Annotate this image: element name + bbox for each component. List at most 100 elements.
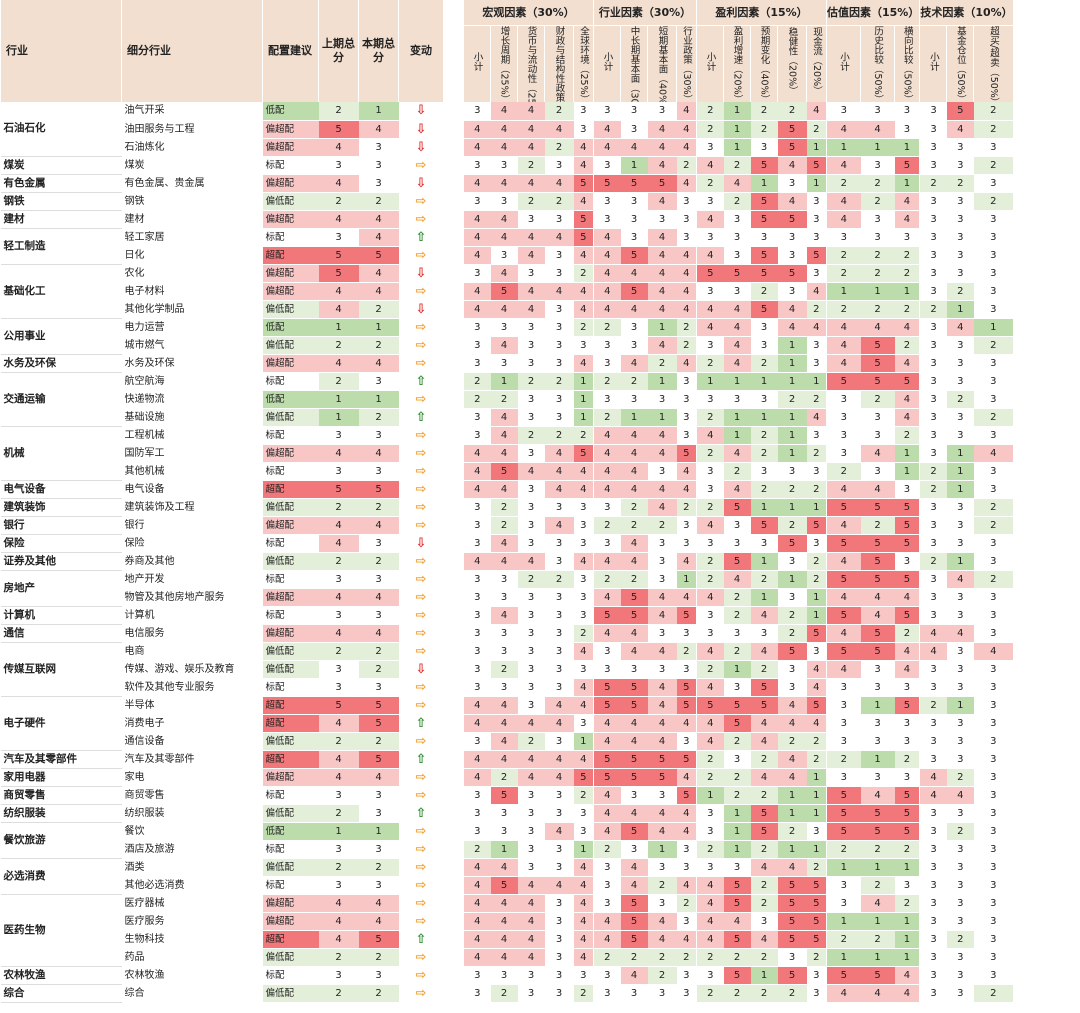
header-recommendation: 配置建议 xyxy=(262,0,319,102)
factor-score-cell: 2 xyxy=(544,138,574,157)
table-row: 银行 银行 偏超配 4 4 ⇨ 3 2 3 4 3 2 2 2 3 4 3 5 2 5 4 2 5 3 3 2 xyxy=(0,516,1013,535)
factor-score-cell: 3 xyxy=(593,390,621,409)
factor-score-cell: 2 xyxy=(696,174,724,193)
table-row: 煤炭 煤炭 标配 3 3 ⇨ 3 3 2 3 4 3 1 4 2 4 2 5 4 5 4 3 5 3 3 2 xyxy=(0,156,1013,175)
factor-score-cell: 2 xyxy=(825,264,861,283)
factor-score-cell: 4 xyxy=(860,984,895,1003)
factor-score-cell: 4 xyxy=(620,858,648,877)
factor-score-cell: 3 xyxy=(573,336,594,355)
factor-score-cell: 4 xyxy=(544,696,574,715)
factor-score-cell: 3 xyxy=(593,210,621,229)
factor-score-cell: 5 xyxy=(750,156,778,175)
factor-header: 预期变化（40%） xyxy=(750,25,778,102)
factor-score-cell: 5 xyxy=(647,174,677,193)
header-factor-row: 小计 增长周期（25%） 货币与流动性（25%） 财政与结构性政策（25%） 全球环境（… xyxy=(1,25,1013,102)
change-flat-arrow-icon: ⇨ xyxy=(398,966,444,985)
factor-score-cell: 5 xyxy=(750,300,778,319)
factor-score-cell: 3 xyxy=(919,678,947,697)
factor-score-cell: 1 xyxy=(946,444,974,463)
factor-score-cell: 5 xyxy=(750,678,778,697)
factor-score-cell: 1 xyxy=(647,372,677,391)
factor-header-label: 中长期基本面（30%） xyxy=(628,26,640,102)
factor-score-cell: 2 xyxy=(919,696,947,715)
factor-score-cell: 2 xyxy=(750,570,778,589)
factor-score-cell: 4 xyxy=(517,714,545,733)
factor-score-cell: 5 xyxy=(860,966,895,985)
prev-score-cell: 1 xyxy=(318,822,359,841)
factor-score-cell: 2 xyxy=(894,300,920,319)
factor-score-cell: 3 xyxy=(777,462,807,481)
factor-score-cell: 2 xyxy=(860,516,895,535)
factor-score-cell: 5 xyxy=(894,822,920,841)
factor-score-cell: 4 xyxy=(777,318,807,337)
factor-score-cell: 5 xyxy=(647,768,677,787)
factor-score-cell: 4 xyxy=(490,930,518,949)
prev-score-cell: 4 xyxy=(318,444,359,463)
factor-score-cell: 4 xyxy=(593,912,621,931)
factor-score-cell: 4 xyxy=(490,426,518,445)
factor-score-cell: 3 xyxy=(825,228,861,247)
factor-score-cell: 1 xyxy=(894,462,920,481)
factor-score-cell: 5 xyxy=(806,516,827,535)
factor-score-cell: 4 xyxy=(825,354,861,373)
factor-score-cell: 2 xyxy=(860,246,895,265)
factor-score-cell: 5 xyxy=(620,930,648,949)
prev-score-cell: 4 xyxy=(318,138,359,157)
prev-score-cell: 4 xyxy=(318,930,359,949)
factor-score-cell: 3 xyxy=(723,678,751,697)
factor-score-cell: 3 xyxy=(463,624,491,643)
factor-score-cell: 5 xyxy=(593,606,621,625)
factor-score-cell: 4 xyxy=(573,480,594,499)
column-gap xyxy=(443,750,464,769)
factor-score-cell: 2 xyxy=(723,948,751,967)
recommendation-cell: 标配 xyxy=(262,228,319,247)
factor-score-cell: 3 xyxy=(620,318,648,337)
factor-score-cell: 3 xyxy=(750,228,778,247)
sub-industry-name: 家电 xyxy=(121,768,263,787)
column-gap xyxy=(443,894,464,913)
column-gap xyxy=(443,480,464,499)
factor-score-cell: 3 xyxy=(946,840,974,859)
factor-score-cell: 3 xyxy=(463,804,491,823)
factor-score-cell: 4 xyxy=(647,120,677,139)
factor-score-cell: 5 xyxy=(777,876,807,895)
factor-score-cell: 2 xyxy=(750,102,778,121)
table-row: 石油石化 油气开采 低配 2 1 ⇩ 3 4 4 2 3 3 3 3 4 2 1 2 2 4 3 3 3 3 5 2 xyxy=(0,102,1013,157)
factor-header: 小计 xyxy=(696,25,724,102)
prev-score-cell: 5 xyxy=(318,264,359,283)
prev-score-cell: 4 xyxy=(318,912,359,931)
factor-score-cell: 5 xyxy=(777,642,807,661)
curr-score-cell: 2 xyxy=(358,984,399,1003)
factor-score-cell: 2 xyxy=(490,768,518,787)
factor-score-cell: 5 xyxy=(894,696,920,715)
factor-score-cell: 4 xyxy=(676,264,697,283)
factor-score-cell: 4 xyxy=(676,300,697,319)
factor-score-cell: 3 xyxy=(620,210,648,229)
prev-score-cell: 2 xyxy=(318,984,359,1003)
recommendation-cell: 标配 xyxy=(262,534,319,553)
factor-header-label: 货币与流动性（25%） xyxy=(525,26,537,102)
factor-score-cell: 3 xyxy=(517,804,545,823)
factor-score-cell: 2 xyxy=(463,390,491,409)
factor-score-cell: 4 xyxy=(894,966,920,985)
factor-score-cell: 3 xyxy=(973,246,1013,265)
column-gap xyxy=(443,732,464,751)
factor-score-cell: 3 xyxy=(946,948,974,967)
factor-score-cell: 4 xyxy=(593,300,621,319)
factor-score-cell: 1 xyxy=(723,840,751,859)
factor-header: 货币与流动性（25%） xyxy=(517,25,545,102)
sub-industry-name: 计算机 xyxy=(121,606,263,625)
factor-score-cell: 3 xyxy=(490,318,518,337)
factor-score-cell: 1 xyxy=(946,300,974,319)
factor-score-cell: 4 xyxy=(517,948,545,967)
factor-score-cell: 4 xyxy=(860,444,895,463)
factor-score-cell: 5 xyxy=(825,822,861,841)
curr-score-cell: 4 xyxy=(358,282,399,301)
factor-score-cell: 4 xyxy=(647,714,677,733)
recommendation-cell: 偏超配 xyxy=(262,768,319,787)
factor-score-cell: 2 xyxy=(620,570,648,589)
factor-score-cell: 5 xyxy=(806,894,827,913)
factor-score-cell: 2 xyxy=(490,984,518,1003)
prev-score-cell: 4 xyxy=(318,750,359,769)
factor-header-label: 财政与结构性政策（25%） xyxy=(553,26,565,102)
